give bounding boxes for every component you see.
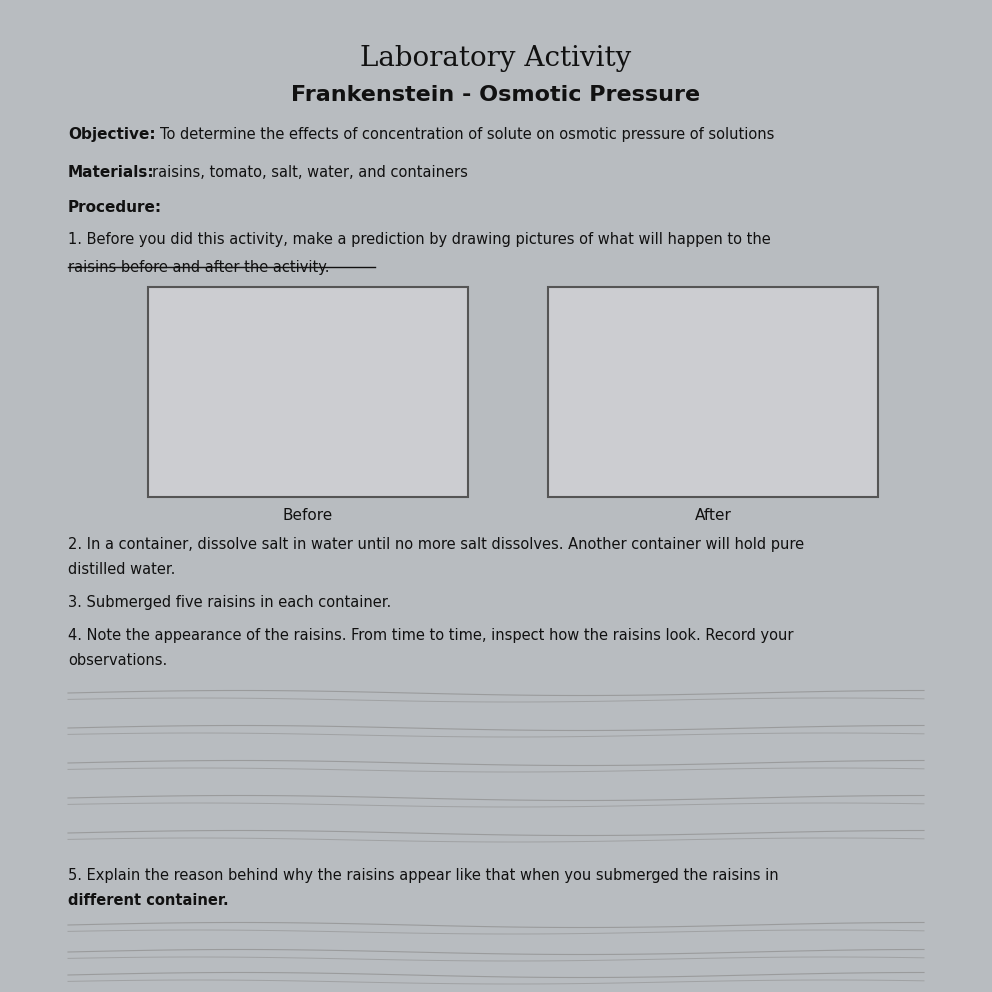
- Text: raisins before and after the activity.: raisins before and after the activity.: [68, 260, 329, 275]
- Text: 5. Explain the reason behind why the raisins appear like that when you submerged: 5. Explain the reason behind why the rai…: [68, 868, 779, 883]
- Text: raisins, tomato, salt, water, and containers: raisins, tomato, salt, water, and contai…: [152, 165, 468, 180]
- Text: 3. Submerged five raisins in each container.: 3. Submerged five raisins in each contai…: [68, 595, 391, 610]
- Text: Materials:: Materials:: [68, 165, 155, 180]
- Text: After: After: [694, 508, 731, 523]
- Bar: [548, 287, 878, 497]
- Text: 4. Note the appearance of the raisins. From time to time, inspect how the raisin: 4. Note the appearance of the raisins. F…: [68, 628, 794, 643]
- Text: 2. In a container, dissolve salt in water until no more salt dissolves. Another : 2. In a container, dissolve salt in wate…: [68, 537, 805, 552]
- Text: 1. Before you did this activity, make a prediction by drawing pictures of what w: 1. Before you did this activity, make a …: [68, 232, 771, 247]
- Text: Objective:: Objective:: [68, 127, 156, 142]
- Text: To determine the effects of concentration of solute on osmotic pressure of solut: To determine the effects of concentratio…: [160, 127, 775, 142]
- Text: Procedure:: Procedure:: [68, 200, 162, 215]
- Text: distilled water.: distilled water.: [68, 562, 176, 577]
- Text: observations.: observations.: [68, 653, 168, 668]
- Text: different container.: different container.: [68, 893, 228, 908]
- Text: Before: Before: [283, 508, 333, 523]
- Text: Frankenstein - Osmotic Pressure: Frankenstein - Osmotic Pressure: [292, 85, 700, 105]
- Text: Laboratory Activity: Laboratory Activity: [360, 45, 632, 72]
- Bar: [148, 287, 468, 497]
